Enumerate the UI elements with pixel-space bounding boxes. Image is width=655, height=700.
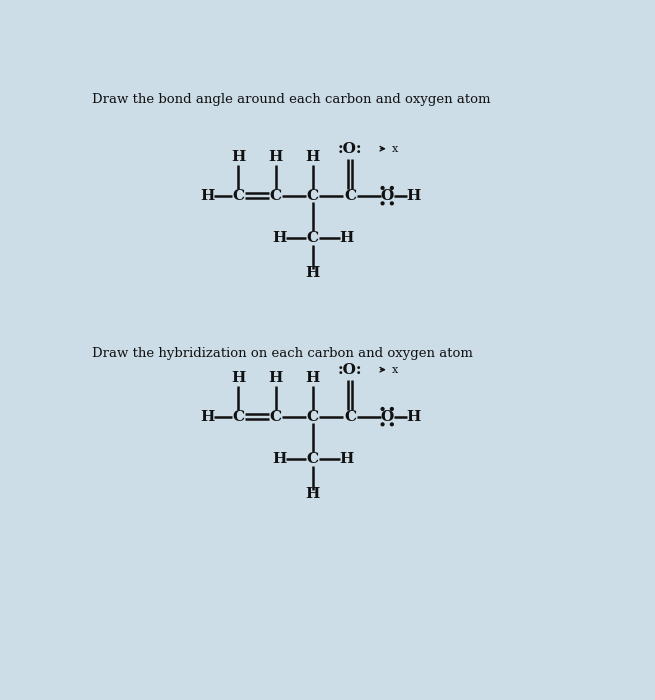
Text: C: C bbox=[233, 189, 244, 203]
Text: H: H bbox=[340, 231, 354, 245]
Circle shape bbox=[390, 202, 393, 204]
Text: H: H bbox=[272, 452, 287, 466]
Text: H: H bbox=[269, 150, 283, 164]
Text: C: C bbox=[270, 410, 282, 424]
Text: H: H bbox=[306, 371, 320, 385]
Circle shape bbox=[390, 423, 393, 426]
Text: O: O bbox=[381, 189, 394, 203]
Text: C: C bbox=[344, 410, 356, 424]
Circle shape bbox=[381, 202, 384, 204]
Circle shape bbox=[381, 407, 384, 410]
Text: H: H bbox=[306, 486, 320, 500]
Text: Draw the bond angle around each carbon and oxygen atom: Draw the bond angle around each carbon a… bbox=[92, 93, 491, 106]
Text: H: H bbox=[340, 452, 354, 466]
Circle shape bbox=[381, 423, 384, 426]
Circle shape bbox=[381, 187, 384, 189]
Text: C: C bbox=[307, 452, 319, 466]
Text: :O:: :O: bbox=[338, 363, 362, 377]
Text: H: H bbox=[272, 231, 287, 245]
Circle shape bbox=[390, 187, 393, 189]
Text: H: H bbox=[231, 150, 246, 164]
Text: Draw the hybridization on each carbon and oxygen atom: Draw the hybridization on each carbon an… bbox=[92, 347, 473, 360]
Circle shape bbox=[390, 407, 393, 410]
Text: O: O bbox=[381, 410, 394, 424]
Text: H: H bbox=[406, 189, 421, 203]
Text: C: C bbox=[307, 410, 319, 424]
Text: C: C bbox=[344, 189, 356, 203]
Text: C: C bbox=[307, 231, 319, 245]
Text: C: C bbox=[270, 189, 282, 203]
Text: H: H bbox=[269, 371, 283, 385]
Text: H: H bbox=[200, 410, 215, 424]
Text: H: H bbox=[200, 189, 215, 203]
Text: x: x bbox=[392, 365, 398, 374]
Text: x: x bbox=[392, 144, 398, 154]
Text: C: C bbox=[307, 189, 319, 203]
Text: H: H bbox=[231, 371, 246, 385]
Text: H: H bbox=[306, 266, 320, 280]
Text: C: C bbox=[233, 410, 244, 424]
Text: H: H bbox=[306, 150, 320, 164]
Text: H: H bbox=[406, 410, 421, 424]
Text: :O:: :O: bbox=[338, 141, 362, 155]
